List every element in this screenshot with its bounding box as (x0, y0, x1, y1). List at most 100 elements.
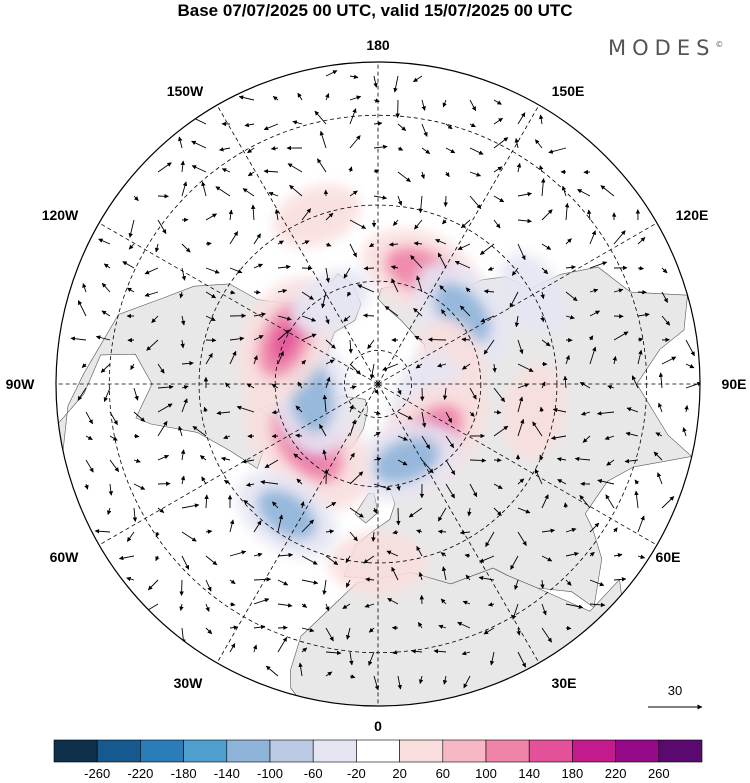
wind-arrow (517, 243, 526, 261)
wind-arrow (416, 545, 423, 557)
wind-arrow (469, 387, 477, 400)
wind-arrow (349, 507, 364, 518)
wind-arrow (392, 530, 399, 535)
wind-arrow (539, 406, 544, 413)
colorbar-swatch (485, 739, 530, 763)
wind-arrow (277, 350, 284, 365)
wind-arrow (325, 359, 335, 365)
wind-arrow (613, 553, 623, 558)
wind-arrow (216, 410, 231, 416)
wind-arrow (514, 579, 519, 590)
wind-arrow (413, 307, 423, 317)
wind-arrow (489, 651, 495, 666)
wind-arrow (561, 185, 567, 197)
wind-arrow (247, 171, 255, 177)
wind-arrow (517, 218, 532, 224)
wind-arrow (624, 458, 639, 464)
wind-arrow (493, 219, 501, 229)
wind-arrow (205, 529, 213, 534)
wind-arrow (384, 305, 399, 317)
wind-arrow (260, 480, 279, 485)
wind-arrow (565, 603, 584, 609)
wind-arrow (442, 675, 448, 685)
wind-arrow (181, 181, 188, 197)
wind-arrow (517, 418, 525, 437)
colorbar-label: -260 (84, 766, 110, 781)
wind-arrow (397, 171, 411, 183)
wind-arrow (685, 363, 695, 369)
wind-arrow (577, 189, 591, 197)
wind-arrow (191, 140, 207, 149)
wind-arrow (287, 163, 303, 173)
lon-label-120e: 120E (676, 207, 709, 223)
wind-arrow (565, 527, 577, 533)
wind-arrow (421, 123, 428, 137)
wind-arrow (373, 410, 381, 415)
wind-arrow (201, 181, 207, 197)
wind-arrow (493, 166, 503, 173)
wind-arrow (362, 313, 375, 318)
lon-label-60e: 60E (656, 549, 681, 565)
wind-arrow (373, 75, 378, 88)
wind-arrow (277, 637, 288, 653)
wind-arrow (390, 265, 399, 270)
wind-arrow (517, 396, 524, 413)
wind-arrow (433, 648, 447, 654)
wind-arrow (181, 243, 191, 253)
wind-arrow (541, 603, 547, 616)
wind-arrow (397, 411, 413, 420)
wind-arrow (178, 425, 183, 437)
wind-arrow (613, 527, 618, 533)
wind-arrow (514, 138, 520, 149)
wind-arrow (297, 92, 303, 101)
wind-arrow (589, 261, 608, 269)
wind-arrow (205, 353, 213, 365)
wind-arrow (101, 282, 111, 293)
wind-arrow (243, 499, 255, 509)
wind-arrow (445, 171, 450, 178)
wind-arrow (441, 309, 447, 317)
wind-arrow (253, 335, 264, 341)
wind-arrow (289, 184, 303, 197)
wind-arrow (661, 496, 675, 509)
wind-arrow (373, 431, 381, 437)
colorbar-label: -220 (127, 766, 153, 781)
wind-arrow (565, 354, 570, 365)
lon-label-150w: 150W (167, 83, 204, 99)
wind-arrow (277, 264, 291, 270)
wind-arrow (205, 627, 213, 635)
wind-arrow (445, 147, 456, 154)
wind-arrow (637, 554, 646, 559)
wind-arrow (541, 627, 552, 643)
wind-arrow (94, 528, 111, 534)
wind-arrow (373, 169, 380, 174)
wind-arrow (229, 625, 239, 630)
wind-arrow (118, 555, 135, 561)
wind-arrow (565, 579, 572, 586)
wind-arrow (589, 310, 600, 317)
wind-arrow (322, 579, 327, 596)
wind-arrow (253, 598, 270, 605)
wind-arrow (541, 555, 553, 562)
wind-arrow (241, 459, 255, 464)
wind-arrow (483, 627, 495, 635)
wind-arrow (325, 242, 332, 247)
wind-arrow (392, 650, 399, 655)
wind-arrow (487, 602, 495, 607)
wind-arrow (539, 454, 544, 461)
wind-arrow (181, 267, 187, 281)
wind-arrow (133, 483, 146, 490)
wind-arrow (277, 552, 294, 558)
meridian (377, 104, 540, 384)
wind-arrow (564, 202, 570, 221)
wind-arrow (277, 579, 289, 586)
wind-arrow (382, 363, 399, 371)
colorbar-swatch (53, 739, 98, 763)
meridian (98, 222, 378, 385)
wind-arrow (540, 579, 545, 589)
wind-arrow (442, 219, 447, 225)
wind-arrow (487, 266, 495, 271)
wind-arrow (349, 95, 362, 101)
wind-arrow (367, 339, 375, 350)
wind-arrow (229, 602, 236, 607)
